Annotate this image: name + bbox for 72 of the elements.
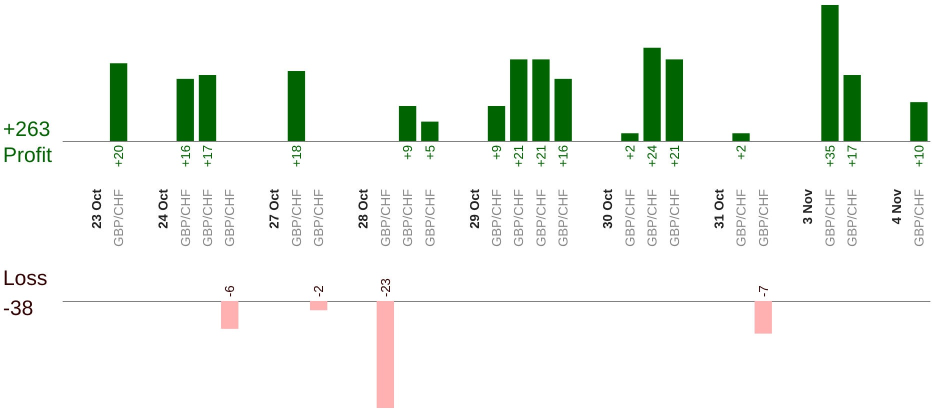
data-label: -7 [756,285,771,297]
x-tick-label: GBP/CHF [822,188,838,247]
x-tick-label: GBP/CHF [556,188,571,247]
x-tick-label: GBP/CHF [200,188,215,247]
x-tick-label: GBP/CHF [422,188,438,247]
bar [844,74,861,141]
bar [821,5,839,141]
bar [421,122,438,141]
x-tick-label: GBP/CHF [756,188,771,247]
data-label: +10 [911,145,926,168]
bar [643,48,661,141]
bar [398,106,416,141]
data-label: +21 [533,145,548,168]
bar [910,102,928,141]
data-label: +9 [400,145,416,160]
data-label: +17 [200,145,215,168]
data-label: -23 [378,278,393,297]
x-tick-label: GBP/CHF [222,188,238,247]
text: Profit [3,144,52,167]
x-tick-label: 27 Oct [266,188,282,229]
bar [621,133,639,141]
x-tick-label: GBP/CHF [666,188,682,247]
x-tick-label: 23 Oct [88,188,104,229]
x-tick-label: GBP/CHF [489,188,504,247]
x-tick-label: GBP/CHF [288,188,304,247]
data-label: -2 [311,285,326,297]
bar [510,59,528,141]
data-label: +21 [511,145,526,168]
x-tick-label: GBP/CHF [178,188,193,247]
text: Loss [3,267,48,290]
data-label: +2 [622,145,638,160]
x-tick-label: GBP/CHF [533,188,548,247]
bar [110,63,128,141]
x-tick-label: GBP/CHF [844,188,860,247]
data-label: -6 [222,285,238,297]
data-label: +9 [489,145,504,160]
data-label: +35 [822,145,838,168]
x-tick-label: 24 Oct [156,188,171,229]
x-tick-label: 30 Oct [600,188,616,229]
x-tick-label: GBP/CHF [400,188,416,247]
bar [198,74,216,141]
bar [666,59,684,141]
x-tick-label: 31 Oct [711,188,726,229]
x-tick-label: 4 Nov [889,188,904,224]
data-label: +17 [844,145,860,168]
x-tick-label: 29 Oct [466,188,482,229]
data-label: +21 [666,145,682,168]
bar [488,106,506,141]
x-tick-label: GBP/CHF [378,188,393,247]
x-tick-label: GBP/CHF [622,188,638,247]
x-tick-label: GBP/CHF [111,188,126,247]
bar [732,133,750,141]
x-tick-label: GBP/CHF [311,188,326,247]
x-tick-label: GBP/CHF [911,188,926,247]
data-label: +20 [111,145,126,168]
bar [554,78,572,141]
data-label: +18 [288,145,304,168]
data-label: +2 [734,145,749,160]
bar [176,78,194,141]
x-tick-label: GBP/CHF [644,188,660,247]
data-label: +16 [556,145,571,168]
bar [288,71,306,141]
bar [532,59,550,141]
x-tick-label: 28 Oct [356,188,371,229]
data-label: +16 [178,145,193,168]
data-label: +24 [644,145,660,168]
x-tick-label: 3 Nov [800,188,816,224]
text: +263 [3,118,50,141]
data-label: +5 [422,145,438,160]
x-tick-label: GBP/CHF [511,188,526,247]
text: -38 [3,297,34,320]
x-tick-label: GBP/CHF [734,188,749,247]
